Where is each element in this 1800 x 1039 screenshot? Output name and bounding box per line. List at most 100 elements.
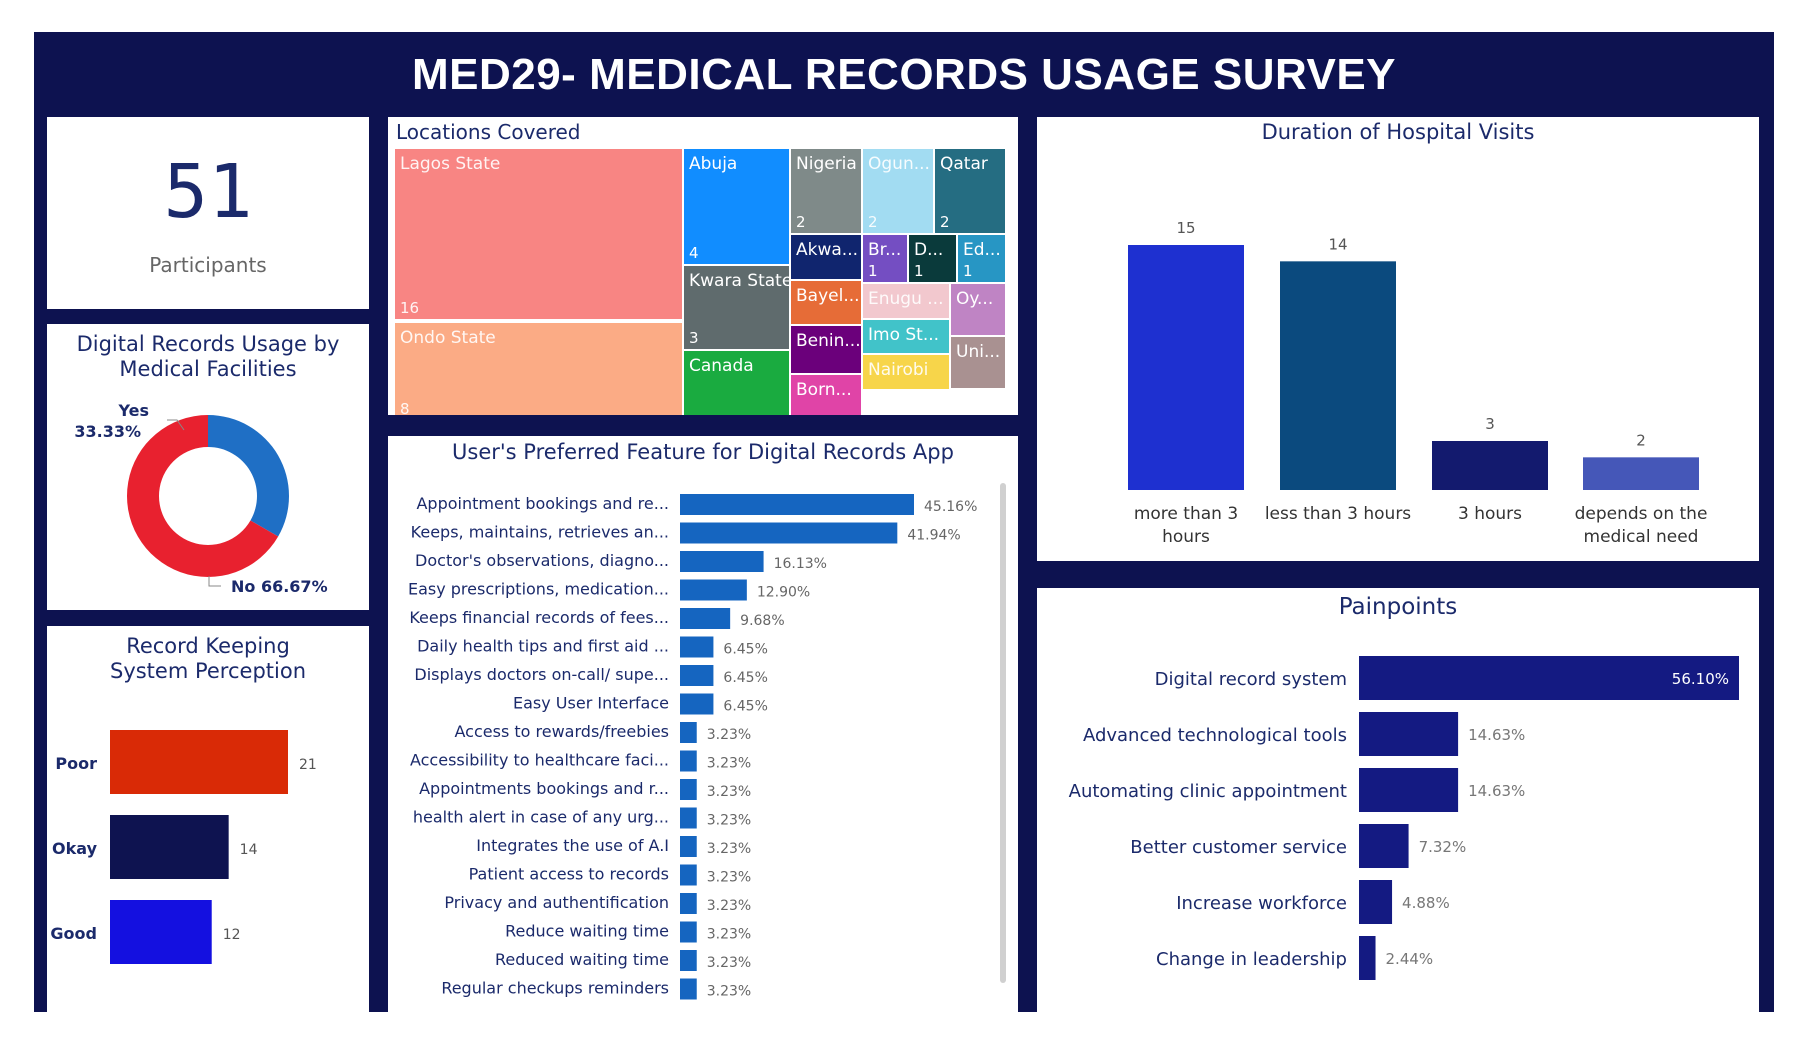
treemap-tile-label: Ogun... bbox=[868, 154, 930, 174]
treemap-tile-label: D... bbox=[914, 240, 943, 260]
duration-category-label: more than 3 hours bbox=[1134, 504, 1238, 547]
rk-value-label: 14 bbox=[240, 842, 258, 858]
feature-category-label: Easy prescriptions, medication... bbox=[408, 580, 669, 599]
treemap-tile-value: 8 bbox=[400, 400, 410, 415]
feature-category-label: Privacy and authentification bbox=[444, 893, 669, 912]
feature-category-label: Keeps, maintains, retrieves an... bbox=[411, 523, 669, 542]
treemap-tile bbox=[863, 284, 949, 318]
painpoint-bar bbox=[1359, 880, 1393, 924]
donut-leader-no bbox=[208, 576, 221, 587]
painpoint-value-label: 56.10% bbox=[1672, 670, 1729, 688]
duration-bar bbox=[1432, 441, 1548, 490]
treemap-tile bbox=[791, 235, 861, 279]
treemap-tile bbox=[863, 235, 907, 282]
donut-value-yes: 33.33% bbox=[74, 422, 141, 441]
treemap-tile-value: 2 bbox=[796, 213, 806, 231]
duration-value-label: 2 bbox=[1636, 431, 1646, 449]
record-keeping-title: Record Keeping System Perception bbox=[109, 634, 306, 683]
feature-bar bbox=[680, 494, 914, 515]
treemap-tile bbox=[909, 235, 956, 282]
feature-value-label: 6.45% bbox=[723, 699, 767, 715]
dashboard-frame: MED29- MEDICAL RECORDS USAGE SURVEY 51 P… bbox=[34, 32, 1774, 1036]
feature-bar bbox=[680, 522, 898, 544]
treemap-tile-label: Lagos State bbox=[400, 154, 500, 174]
painpoint-value-label: 4.88% bbox=[1402, 894, 1450, 912]
duration-title: Duration of Hospital Visits bbox=[1261, 120, 1535, 144]
rk-category-label: Okay bbox=[52, 839, 98, 858]
treemap-tile bbox=[684, 351, 789, 415]
painpoint-category-label: Automating clinic appointment bbox=[1069, 781, 1347, 802]
treemap-tile-label: Nairobi bbox=[868, 360, 928, 380]
feature-category-label: Doctor's observations, diagno... bbox=[415, 551, 669, 570]
treemap-tile bbox=[395, 149, 682, 319]
treemap-tile-label: Born... bbox=[796, 380, 852, 400]
painpoint-bar bbox=[1359, 768, 1459, 812]
record-keeping-chart: Poor 21 Okay 14 Good 12 bbox=[50, 730, 317, 964]
feature-bar bbox=[680, 636, 714, 658]
rk-category-label: Poor bbox=[55, 754, 97, 773]
treemap-tile bbox=[863, 355, 949, 389]
painpoint-value-label: 14.63% bbox=[1468, 782, 1525, 800]
treemap-tile-label: Br... bbox=[868, 240, 901, 260]
feature-bar bbox=[680, 978, 697, 1000]
treemap-tile-label: Bayel... bbox=[796, 286, 860, 306]
duration-bar bbox=[1128, 245, 1244, 490]
treemap-tile-label: Uni... bbox=[956, 342, 1000, 362]
record-keeping-card: Record Keeping System Perception Poor 21 O… bbox=[47, 626, 369, 1026]
feature-value-label: 3.23% bbox=[707, 898, 751, 914]
donut-label-no: No 66.67% bbox=[231, 577, 328, 596]
treemap-tile-label: Benin... bbox=[796, 331, 861, 351]
painpoint-bar bbox=[1359, 712, 1459, 756]
feature-bar bbox=[680, 608, 731, 629]
treemap-tile-value: 3 bbox=[689, 329, 699, 347]
duration-chart: 15 more than 3 hours 14 less than 3 hours 3 3 … bbox=[1128, 219, 1707, 547]
features-scrollbar[interactable] bbox=[1000, 483, 1006, 983]
feature-category-label: Regular checkups reminders bbox=[441, 979, 669, 998]
digital-usage-card: Digital Records Usage by Medical Facilit… bbox=[47, 324, 369, 610]
treemap-tile-label: Ondo State bbox=[400, 328, 496, 348]
rk-category-label: Good bbox=[50, 924, 97, 943]
treemap-tile-label: Akwa... bbox=[796, 240, 858, 260]
duration-value-label: 3 bbox=[1485, 415, 1495, 433]
painpoint-category-label: Advanced technological tools bbox=[1083, 725, 1347, 746]
kpi-label: Participants bbox=[149, 253, 267, 277]
treemap-tile bbox=[684, 149, 789, 264]
treemap-tile bbox=[863, 149, 933, 233]
feature-category-label: Displays doctors on-call/ supe... bbox=[414, 665, 669, 684]
feature-value-label: 41.94% bbox=[907, 528, 960, 544]
feature-category-label: Appointments bookings and r... bbox=[419, 779, 669, 798]
treemap-tile bbox=[791, 375, 861, 415]
feature-bar bbox=[680, 921, 697, 943]
digital-usage-title: Digital Records Usage by Medical Facilit… bbox=[76, 332, 340, 381]
rk-bar bbox=[110, 730, 288, 794]
feature-category-label: health alert in case of any urg... bbox=[413, 808, 669, 827]
feature-value-label: 3.23% bbox=[707, 841, 751, 857]
feature-category-label: Appointment bookings and re... bbox=[416, 494, 669, 513]
feature-bar bbox=[680, 893, 697, 914]
donut-leader-yes bbox=[167, 419, 185, 431]
feature-value-label: 3.23% bbox=[707, 927, 751, 943]
feature-category-label: Easy User Interface bbox=[513, 694, 669, 713]
locations-title: Locations Covered bbox=[396, 120, 581, 144]
feature-value-label: 6.45% bbox=[723, 670, 767, 686]
painpoints-chart: Digital record system 56.10% Advanced tech… bbox=[1069, 656, 1739, 980]
painpoint-value-label: 14.63% bbox=[1468, 726, 1525, 744]
feature-value-label: 6.45% bbox=[723, 642, 767, 658]
feature-value-label: 3.23% bbox=[707, 984, 751, 1000]
feature-category-label: Reduced waiting time bbox=[495, 950, 669, 969]
locations-card: Locations Covered Lagos State 16 Ondo Stat… bbox=[388, 117, 1018, 415]
feature-bar bbox=[680, 579, 747, 601]
painpoint-category-label: Better customer service bbox=[1130, 837, 1347, 858]
treemap-tile-label: Oy... bbox=[956, 289, 993, 309]
feature-bar bbox=[680, 693, 714, 715]
feature-category-label: Daily health tips and first aid ... bbox=[417, 637, 669, 656]
feature-value-label: 9.68% bbox=[740, 613, 784, 629]
feature-value-label: 45.16% bbox=[924, 499, 977, 515]
feature-value-label: 3.23% bbox=[707, 784, 751, 800]
donut-label-yes: Yes bbox=[118, 401, 150, 420]
feature-bar bbox=[680, 722, 697, 743]
dashboard-title: MED29- MEDICAL RECORDS USAGE SURVEY bbox=[411, 50, 1397, 99]
feature-value-label: 16.13% bbox=[774, 556, 827, 572]
treemap-tile-value: 4 bbox=[689, 244, 699, 262]
painpoint-bar bbox=[1359, 656, 1739, 700]
